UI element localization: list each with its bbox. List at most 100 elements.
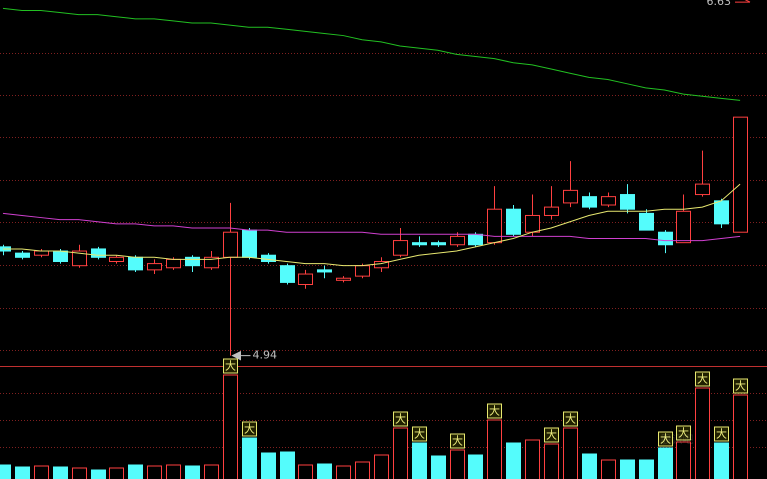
volume-bar	[601, 459, 616, 479]
volume-label: 大	[697, 372, 708, 386]
volume-label-box	[733, 378, 748, 394]
volume-bar	[695, 387, 710, 479]
volume-label: 大	[452, 434, 463, 448]
volume-label-box	[487, 403, 502, 419]
volume-bar	[15, 466, 30, 479]
high-mark-label: 6.63	[707, 0, 732, 8]
volume-bar	[639, 459, 654, 479]
volume-label: 大	[414, 427, 425, 441]
volume-bar	[544, 443, 559, 479]
volume-label: 大	[395, 412, 406, 426]
candle-body	[317, 269, 332, 273]
volume-bar	[450, 449, 465, 479]
candle-body	[601, 196, 616, 206]
candle-body	[639, 212, 654, 231]
candle-body	[714, 200, 729, 225]
volume-bar	[166, 464, 181, 479]
volume-bar	[525, 439, 540, 479]
candle-body	[431, 242, 446, 246]
volume-label-box	[714, 426, 729, 442]
candle-body	[298, 273, 313, 286]
volume-label: 大	[244, 422, 255, 436]
volume-bar	[72, 467, 87, 479]
volume-bar	[393, 427, 408, 479]
volume-bar	[223, 374, 238, 479]
candle-body	[128, 256, 143, 271]
watermark: 股识吧	[661, 433, 694, 446]
volume-bar	[53, 466, 68, 479]
volume-bar	[487, 419, 502, 479]
candle-body	[223, 231, 238, 258]
candle-body	[544, 206, 559, 216]
volume-label-box	[393, 411, 408, 427]
candle-body	[412, 242, 427, 246]
candle-body	[393, 240, 408, 256]
volume-bar	[242, 437, 257, 479]
low-mark-label: 4.94	[253, 349, 278, 362]
volume-bar	[412, 442, 427, 479]
volume-bar	[204, 464, 219, 479]
candle-body	[450, 235, 465, 246]
volume-label: 大	[565, 412, 576, 426]
volume-label: 大	[735, 379, 746, 393]
volume-bar	[261, 452, 276, 479]
volume-label: 大	[678, 426, 689, 440]
candle-body	[185, 256, 200, 267]
volume-bar	[91, 469, 106, 479]
candle-body	[34, 250, 49, 256]
volume-bar	[676, 441, 691, 479]
candle-body	[109, 256, 124, 262]
candle-body	[72, 250, 87, 267]
volume-bar	[109, 467, 124, 479]
volume-label-box	[223, 358, 238, 374]
volume-bar	[355, 461, 370, 479]
volume-label-box	[658, 431, 673, 447]
volume-label: 大	[546, 428, 557, 442]
volume-bar	[714, 442, 729, 479]
candle-body	[695, 183, 710, 196]
volume-label-box	[695, 371, 710, 387]
candle-body	[336, 277, 351, 281]
candle-body	[355, 265, 370, 277]
candle-body	[166, 258, 181, 269]
volume-bar	[0, 464, 11, 479]
candle-body	[563, 189, 578, 204]
volume-bar	[317, 463, 332, 479]
candle-body	[506, 208, 521, 235]
volume-label-box	[412, 426, 427, 442]
volume-label-box	[563, 411, 578, 427]
volume-label: 大	[716, 427, 727, 441]
candle-body	[261, 254, 276, 262]
candle-body	[620, 194, 635, 210]
volume-label: 大	[225, 359, 236, 373]
candle-body	[204, 256, 219, 269]
moving-average-line	[2, 7, 741, 101]
volume-bar	[620, 459, 635, 479]
volume-bar	[582, 453, 597, 479]
volume-label: 大	[489, 404, 500, 418]
candle-body	[242, 229, 257, 258]
candle-body	[91, 248, 106, 258]
volume-bar	[280, 451, 295, 479]
candle-body	[468, 233, 483, 246]
candle-body	[733, 116, 748, 233]
volume-label-box	[676, 425, 691, 441]
volume-bar	[128, 464, 143, 479]
volume-bar	[34, 465, 49, 479]
volume-bar	[336, 465, 351, 479]
volume-bar	[563, 427, 578, 479]
volume-bar	[185, 465, 200, 479]
candle-body	[147, 263, 162, 271]
volume-label: 大	[660, 432, 671, 446]
volume-bar	[468, 454, 483, 479]
volume-bar	[298, 464, 313, 479]
volume-bar	[733, 394, 748, 479]
volume-label-box	[450, 433, 465, 449]
volume-label-box	[544, 427, 559, 443]
volume-bar	[431, 455, 446, 479]
candle-body	[487, 208, 502, 244]
volume-bar	[147, 465, 162, 479]
moving-average-line	[3, 183, 741, 267]
